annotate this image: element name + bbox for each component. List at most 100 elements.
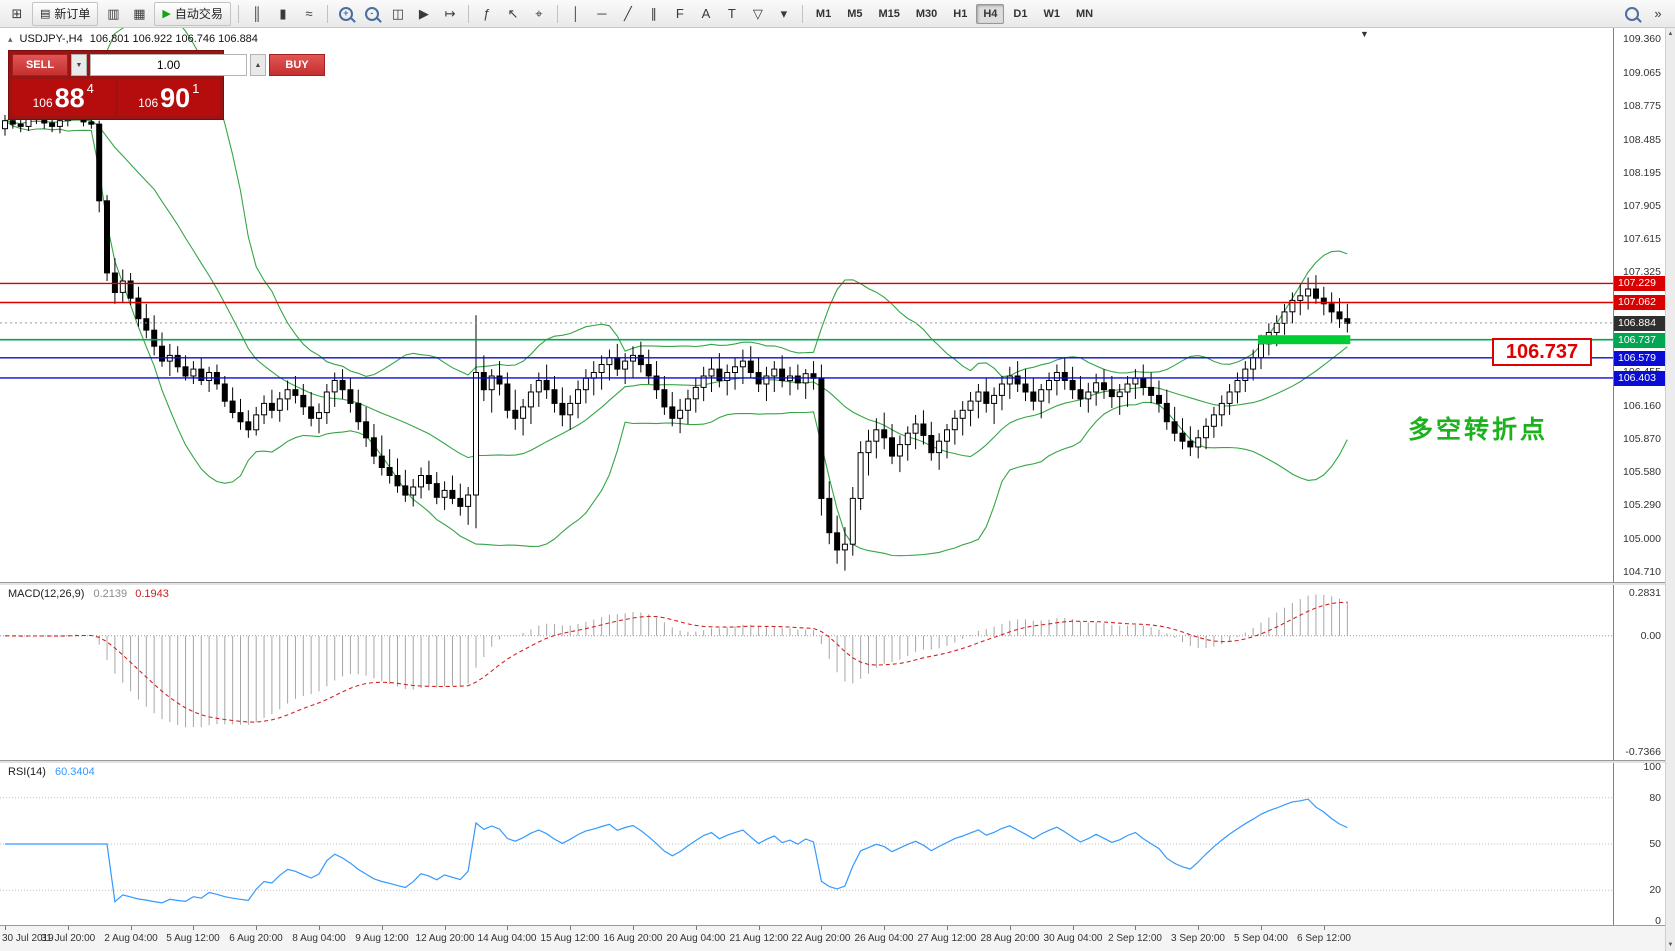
macd-axis-label: 0.00 — [1640, 630, 1661, 642]
price-tag: 106.737 — [1614, 333, 1665, 348]
data-window-icon[interactable]: ▦ — [133, 5, 146, 21]
vertical-line-icon[interactable]: │ — [571, 6, 580, 21]
time-axis-label: 3 Sep 20:00 — [1171, 933, 1225, 944]
time-axis-tick — [947, 926, 948, 930]
volume-input[interactable] — [90, 54, 247, 76]
panel-splitter[interactable] — [0, 582, 1675, 585]
horizontal-line-icon[interactable]: ─ — [597, 6, 607, 21]
scrollbar-up-icon[interactable]: ▲ — [1667, 31, 1674, 37]
timeframe-MN[interactable]: MN — [1075, 7, 1094, 20]
buy-button[interactable]: BUY — [269, 54, 325, 76]
sell-price-prefix: 106 — [32, 96, 53, 110]
price-tag: 107.062 — [1614, 295, 1665, 310]
auto-scroll-icon[interactable]: ▶ — [418, 5, 429, 21]
text-icon[interactable]: A — [701, 6, 711, 21]
time-axis-label: 30 Aug 04:00 — [1043, 933, 1103, 944]
symbol-ohlc-values: 106.801 106.922 106.746 106.884 — [89, 33, 258, 45]
candlestick-chart-icon[interactable]: ▮ — [279, 5, 287, 21]
price-level-callout: 106.737 — [1492, 338, 1592, 366]
sell-button[interactable]: SELL — [12, 54, 68, 76]
symbol-name: USDJPY-,H4 — [19, 33, 83, 45]
text-label-icon[interactable]: T — [727, 6, 736, 21]
timeframe-W1[interactable]: W1 — [1043, 7, 1060, 20]
profiles-icon[interactable]: ▥ — [107, 5, 120, 21]
panel-splitter[interactable] — [0, 760, 1675, 763]
toolbar-overflow-icon[interactable]: » — [1654, 6, 1662, 21]
scrollbar-down-icon[interactable]: ▼ — [1667, 942, 1674, 948]
timeframe-M30[interactable]: M30 — [915, 7, 938, 20]
chart-shift-icon[interactable]: ↦ — [444, 5, 456, 21]
time-axis-label: 27 Aug 12:00 — [917, 933, 977, 944]
price-axis-label: 108.775 — [1623, 100, 1661, 112]
time-axis-tick — [1135, 926, 1136, 930]
macd-main-value: 0.2139 — [93, 588, 128, 600]
price-axis-label: 104.710 — [1623, 566, 1661, 578]
timeframe-D1[interactable]: D1 — [1013, 7, 1028, 20]
price-axis-label: 109.360 — [1623, 33, 1661, 45]
vertical-scrollbar[interactable]: ▲ ▼ — [1665, 28, 1675, 951]
time-axis-tick — [570, 926, 571, 930]
rsi-axis-label: 20 — [1649, 884, 1661, 896]
shapes-icon[interactable]: ▽ — [752, 5, 763, 21]
macd-histogram — [12, 594, 1348, 728]
rsi-panel-canvas[interactable] — [0, 763, 1613, 925]
chart-shift-marker-icon[interactable]: ▼ — [1360, 29, 1369, 39]
autotrading-button[interactable]: ▶ 自动交易 — [154, 1, 231, 26]
sell-price-pip: 4 — [86, 81, 94, 96]
timeframe-M1[interactable]: M1 — [815, 7, 832, 20]
rsi-axis-label: 50 — [1649, 838, 1661, 850]
price-axis-label: 105.580 — [1623, 466, 1661, 478]
cursor-icon[interactable]: ↖ — [507, 5, 519, 21]
time-axis-label: 14 Aug 04:00 — [477, 933, 537, 944]
price-axis-label: 108.195 — [1623, 167, 1661, 179]
new-order-button[interactable]: ▤ 新订单 — [32, 1, 99, 26]
buy-price-prefix: 106 — [138, 96, 159, 110]
timeframe-H1[interactable]: H1 — [953, 7, 968, 20]
buy-price-pip: 1 — [192, 81, 200, 96]
autotrading-button-icon: ▶ — [162, 8, 171, 20]
indicators-icon[interactable]: ƒ — [483, 6, 491, 21]
zoom-in-icon[interactable]: + — [334, 2, 358, 26]
time-axis-tick — [5, 926, 6, 930]
tile-windows-icon[interactable]: ◫ — [391, 5, 405, 21]
timeframe-M15[interactable]: M15 — [878, 7, 900, 20]
objects-dropdown-icon[interactable]: ▾ — [780, 5, 788, 21]
price-axis-label: 106.160 — [1623, 400, 1661, 412]
bollinger-bands — [4, 28, 1348, 557]
volume-down-button[interactable]: ▼ — [71, 54, 87, 76]
time-axis[interactable]: 30 Jul 2019 31 Jul 20:00 2 Aug 04:00 5 Aug … — [0, 925, 1675, 951]
equidistant-channel-icon[interactable]: ∥ — [650, 5, 658, 21]
price-axis[interactable]: 109.360 109.065 108.775 108.485 108.195 107.9… — [1613, 28, 1665, 927]
new-order-button-label: 新订单 — [54, 7, 91, 21]
macd-signal-line — [4, 601, 1348, 723]
bar-chart-icon[interactable]: ║ — [252, 6, 262, 21]
time-axis-label: 21 Aug 12:00 — [729, 933, 789, 944]
timeframe-H4[interactable]: H4 — [976, 3, 1005, 24]
time-axis-tick — [382, 926, 383, 930]
macd-panel-canvas[interactable] — [0, 585, 1613, 760]
sell-price-display[interactable]: 106 88 4 — [12, 79, 115, 116]
macd-axis-label: -0.7366 — [1625, 746, 1661, 758]
volume-up-button[interactable]: ▲ — [250, 54, 266, 76]
new-chart-icon[interactable]: ⊞ — [11, 5, 23, 21]
trendline-icon[interactable]: ╱ — [623, 5, 632, 21]
time-axis-tick — [759, 926, 760, 930]
crosshair-icon[interactable]: ⌖ — [535, 5, 543, 21]
time-axis-tick — [1073, 926, 1074, 930]
time-axis-tick — [1261, 926, 1262, 930]
price-chart-canvas[interactable] — [0, 28, 1613, 582]
rsi-line — [5, 798, 1348, 904]
line-chart-icon[interactable]: ≈ — [305, 6, 313, 21]
buy-price-display[interactable]: 106 90 1 — [117, 79, 220, 116]
search-icon[interactable] — [1620, 2, 1644, 26]
price-axis-label: 109.065 — [1623, 67, 1661, 79]
time-axis-tick — [445, 926, 446, 930]
zoom-out-icon[interactable]: - — [360, 2, 384, 26]
time-axis-label: 2 Aug 04:00 — [104, 933, 158, 944]
panel-toggle-icon[interactable]: ▴ — [8, 33, 13, 44]
buy-price-big: 90 — [160, 83, 191, 113]
time-axis-tick — [821, 926, 822, 930]
price-axis-label: 107.325 — [1623, 266, 1661, 278]
timeframe-M5[interactable]: M5 — [847, 7, 863, 20]
fibonacci-icon[interactable]: F — [675, 6, 684, 21]
